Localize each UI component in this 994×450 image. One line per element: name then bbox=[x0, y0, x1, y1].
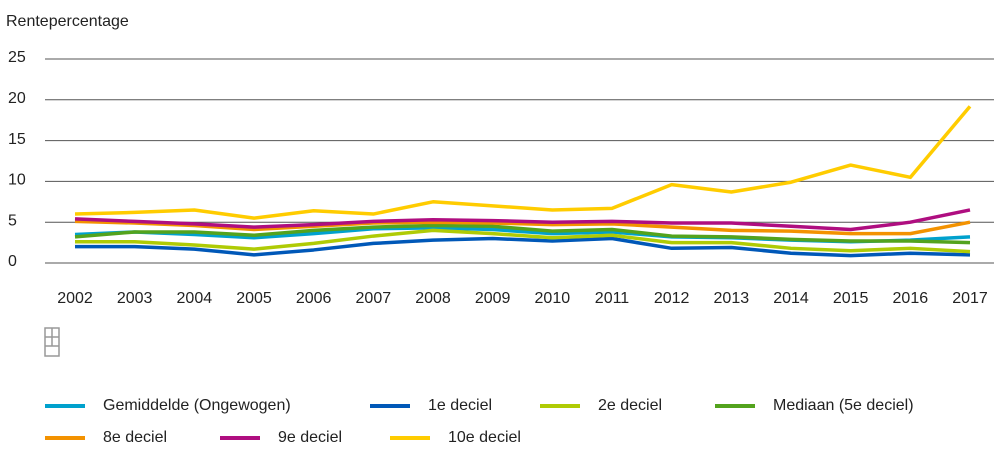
series-line bbox=[74, 223, 971, 245]
series-line bbox=[75, 228, 971, 254]
x-tick-label: 2007 bbox=[356, 290, 392, 307]
y-tick-label: 0 bbox=[8, 253, 17, 270]
x-tick-label: 2013 bbox=[714, 290, 750, 307]
x-tick-label: 2005 bbox=[236, 290, 272, 307]
x-tick-label: 2014 bbox=[773, 290, 809, 307]
series-line bbox=[74, 105, 972, 220]
legend-label: Mediaan (5e deciel) bbox=[773, 397, 914, 414]
legend-label: 1e deciel bbox=[428, 397, 492, 414]
logo bbox=[44, 327, 60, 357]
legend-label: 2e deciel bbox=[598, 397, 662, 414]
x-tick-label: 2015 bbox=[833, 290, 869, 307]
y-axis-title: Rentepercentage bbox=[6, 13, 129, 30]
x-tick-label: 2009 bbox=[475, 290, 511, 307]
x-tick-label: 2017 bbox=[952, 290, 988, 307]
x-tick-label: 2010 bbox=[535, 290, 571, 307]
x-tick-label: 2011 bbox=[595, 290, 630, 307]
x-tick-label: 2004 bbox=[177, 290, 213, 307]
legend-label: 9e deciel bbox=[278, 429, 342, 446]
x-tick-label: 2006 bbox=[296, 290, 332, 307]
series-line bbox=[75, 236, 971, 258]
legend-label: 8e deciel bbox=[103, 429, 167, 446]
y-tick-label: 5 bbox=[8, 212, 17, 229]
x-tick-label: 2008 bbox=[415, 290, 451, 307]
x-tick-label: 2012 bbox=[654, 290, 690, 307]
y-tick-label: 10 bbox=[8, 172, 26, 189]
series-line bbox=[74, 219, 971, 236]
legend-label: 10e deciel bbox=[448, 429, 521, 446]
x-tick-label: 2002 bbox=[57, 290, 93, 307]
x-tick-label: 2003 bbox=[117, 290, 153, 307]
series-line bbox=[74, 208, 971, 232]
legend-label: Gemiddelde (Ongewogen) bbox=[103, 397, 291, 414]
y-tick-label: 15 bbox=[8, 131, 26, 148]
y-tick-label: 20 bbox=[8, 90, 26, 107]
y-tick-label: 25 bbox=[8, 49, 26, 66]
x-tick-label: 2016 bbox=[893, 290, 929, 307]
